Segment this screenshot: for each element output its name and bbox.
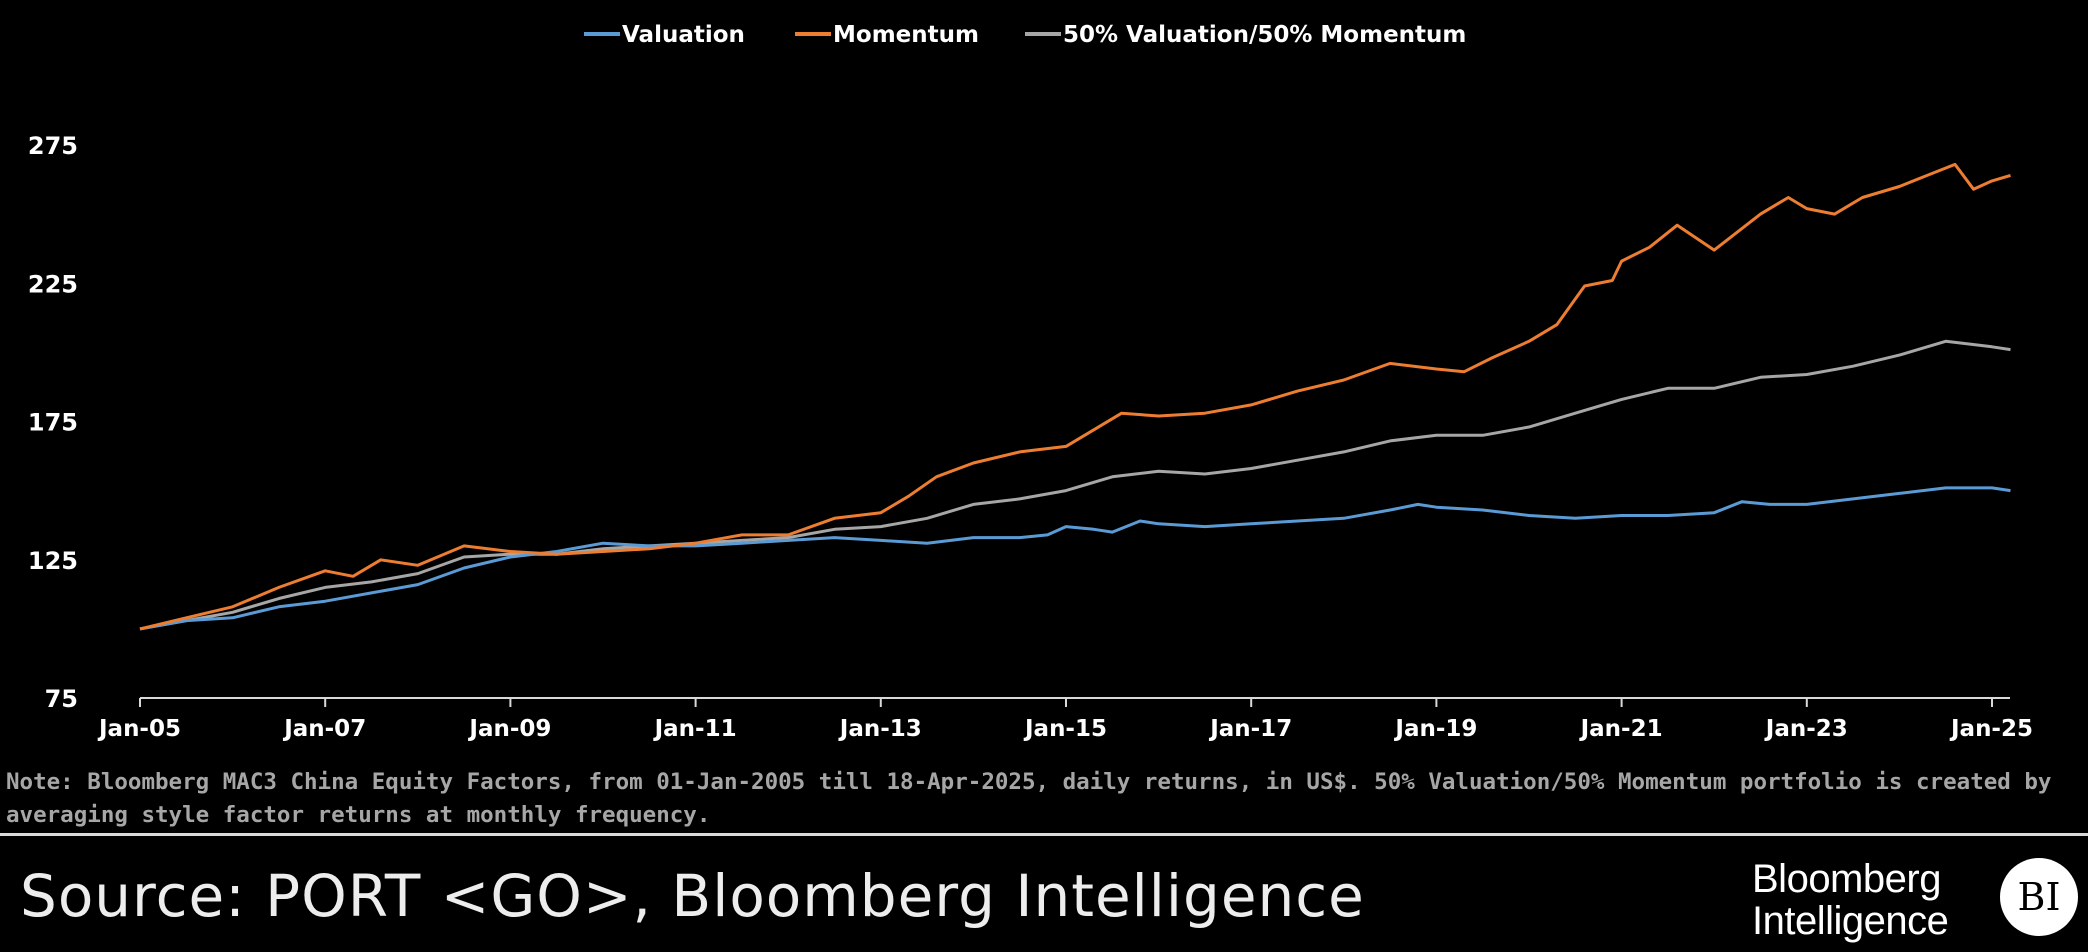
plot-area xyxy=(139,162,2011,631)
legend-item: Valuation xyxy=(584,22,745,48)
x-tick-label: Jan-17 xyxy=(1208,716,1292,742)
x-tick-label: Jan-09 xyxy=(467,716,551,742)
x-axis: Jan-05 Jan-07 Jan-09 Jan-11 Jan-13 Jan-15 Jan-… xyxy=(97,697,2033,742)
x-tick-label: Jan-25 xyxy=(1949,716,2033,742)
legend-label: Valuation xyxy=(622,22,745,48)
x-tick-label: Jan-07 xyxy=(282,716,366,742)
y-tick-label: 125 xyxy=(28,547,78,575)
x-tick-label: Jan-11 xyxy=(653,716,737,742)
y-tick-label: 275 xyxy=(28,132,78,160)
y-tick-label: 75 xyxy=(45,685,78,713)
legend-item: Momentum xyxy=(795,22,979,48)
legend-label: Momentum xyxy=(833,22,979,48)
series-line-valuation xyxy=(139,486,2011,631)
bloomberg-intelligence-logo: Bloomberg Intelligence xyxy=(1752,857,1949,943)
x-tick-label: Jan-15 xyxy=(1023,716,1107,742)
x-tick-label: Jan-05 xyxy=(97,716,181,742)
brand-line-1: Bloomberg xyxy=(1752,857,1941,901)
x-tick-label: Jan-19 xyxy=(1393,716,1477,742)
x-tick-label: Jan-13 xyxy=(838,716,922,742)
source-text: Source: PORT <GO>, Bloomberg Intelligenc… xyxy=(20,862,1365,930)
chart-legend: Valuation Momentum 50% Valuation/50% Momen… xyxy=(584,22,1466,48)
y-tick-label: 175 xyxy=(28,409,78,437)
divider xyxy=(0,833,2088,836)
y-tick-label: 225 xyxy=(28,270,78,298)
y-axis: 75 125 175 225 275 xyxy=(28,132,78,713)
x-tick-label: Jan-21 xyxy=(1579,716,1663,742)
bi-badge-icon: BI xyxy=(2000,858,2078,936)
legend-item: 50% Valuation/50% Momentum xyxy=(1025,22,1466,48)
brand-line-2: Intelligence xyxy=(1752,899,1949,943)
legend-label: 50% Valuation/50% Momentum xyxy=(1063,22,1466,48)
line-chart: Valuation Momentum 50% Valuation/50% Momen… xyxy=(28,22,2033,742)
x-tick-label: Jan-23 xyxy=(1764,716,1848,742)
series-line-momentum xyxy=(139,162,2011,631)
chart-note: Note: Bloomberg MAC3 China Equity Factor… xyxy=(6,769,2052,828)
series-line-50-valuation-50-momentum xyxy=(139,339,2011,631)
